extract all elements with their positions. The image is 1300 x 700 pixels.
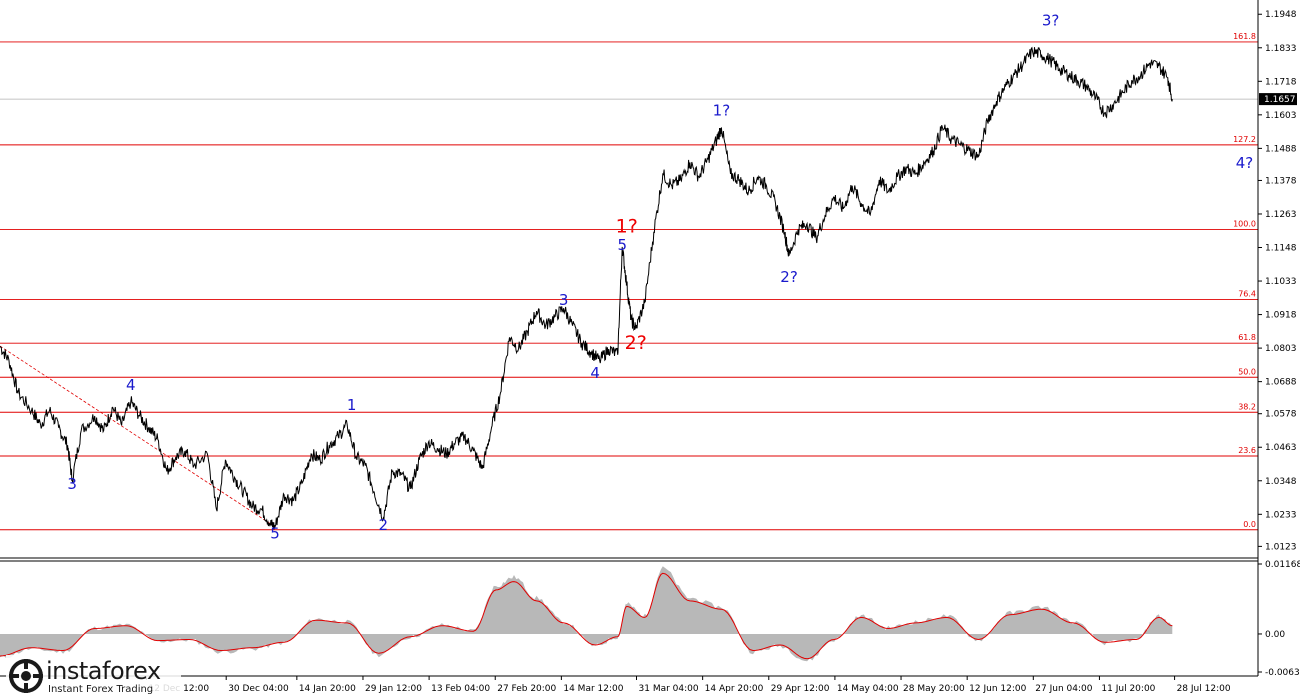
fib-level-label: 127.2 — [1233, 135, 1256, 144]
x-tick-label: 13 Feb 04:00 — [431, 684, 490, 694]
wave-label: 4 — [126, 376, 136, 394]
logo-tagline: Instant Forex Trading — [48, 684, 154, 695]
y-tick-label: 1.0803 — [1265, 344, 1297, 354]
x-tick-label: 28 Jul 12:00 — [1177, 684, 1231, 694]
fib-level-label: 50.0 — [1238, 367, 1256, 376]
oscillator-histogram — [0, 566, 1173, 662]
oscillator-axis: 0.01168 0.00 -0.00635 — [1258, 560, 1300, 678]
wave-label: 2? — [780, 268, 798, 286]
osc-tick-label: 0.00 — [1265, 630, 1285, 640]
y-tick-label: 1.0578 — [1265, 410, 1297, 420]
fib-level-label: 100.0 — [1233, 219, 1256, 228]
price-axis: 1.1948 1.1833 1.1718 1.1603 1.1488 1.1378 1.12… — [1258, 10, 1297, 552]
oscillator-pane — [0, 566, 1173, 662]
y-tick-label: 1.0348 — [1265, 477, 1297, 487]
x-tick-label: 14 Jan 20:00 — [299, 684, 356, 694]
x-tick-label: 30 Dec 04:00 — [228, 684, 289, 694]
oscillator-signal-line — [0, 572, 1173, 660]
x-tick-label: 27 Feb 20:00 — [497, 684, 556, 694]
wave-label: 1 — [347, 396, 357, 414]
wave-label: 2 — [378, 516, 388, 534]
wave-label: 3? — [1042, 11, 1060, 29]
wave-label: 3 — [559, 291, 569, 309]
fib-level-label: 61.8 — [1238, 333, 1256, 342]
y-tick-label: 1.1488 — [1265, 144, 1297, 154]
y-tick-label: 1.1033 — [1265, 277, 1297, 287]
wave-label: 3 — [67, 475, 77, 493]
wave-label: 4? — [1236, 154, 1254, 172]
y-tick-label: 1.0123 — [1265, 542, 1297, 552]
fib-level-label: 38.2 — [1238, 402, 1256, 411]
osc-tick-label: -0.00635 — [1265, 668, 1300, 678]
fib-level-label: 0.0 — [1243, 520, 1256, 529]
x-tick-label: 29 Apr 12:00 — [771, 684, 830, 694]
fib-level-label: 76.4 — [1238, 289, 1256, 298]
instaforex-logo: instaforex Instant Forex Trading — [6, 655, 181, 697]
wave-label: 4 — [590, 364, 600, 382]
price-line — [0, 46, 1173, 530]
price-pane — [0, 0, 1258, 558]
wave-label: 2? — [625, 332, 647, 354]
current-price-label: 1.1657 — [1264, 95, 1296, 105]
x-tick-label: 14 May 04:00 — [837, 684, 899, 694]
wave-label: 5 — [617, 236, 627, 254]
x-tick-label: 28 May 20:00 — [903, 684, 965, 694]
logo-name: instaforex — [46, 657, 161, 685]
y-tick-label: 1.1148 — [1265, 244, 1297, 254]
y-tick-label: 1.0233 — [1265, 510, 1297, 520]
y-tick-label: 1.0688 — [1265, 378, 1297, 388]
y-tick-label: 1.1718 — [1265, 77, 1297, 87]
logo-icon — [9, 659, 43, 693]
x-tick-label: 27 Jun 04:00 — [1035, 684, 1092, 694]
y-tick-label: 1.1948 — [1265, 10, 1297, 20]
y-tick-label: 1.1603 — [1265, 111, 1297, 121]
osc-tick-label: 0.01168 — [1265, 560, 1300, 570]
y-tick-label: 1.1263 — [1265, 210, 1297, 220]
y-tick-label: 1.1833 — [1265, 44, 1297, 54]
wave-label: 5 — [270, 525, 280, 543]
wave-label: 1? — [616, 215, 638, 237]
current-price-box: 1.1657 — [1259, 93, 1297, 106]
y-tick-label: 1.0463 — [1265, 443, 1297, 453]
wave-label: 1? — [713, 102, 731, 120]
x-tick-label: 11 Jul 20:00 — [1101, 684, 1155, 694]
y-tick-label: 1.1378 — [1265, 176, 1297, 186]
x-tick-label: 31 Mar 04:00 — [639, 684, 699, 694]
x-tick-label: 29 Jan 12:00 — [365, 684, 422, 694]
x-tick-label: 14 Apr 20:00 — [705, 684, 764, 694]
x-tick-label: 12 Jun 12:00 — [969, 684, 1026, 694]
fib-level-label: 23.6 — [1238, 446, 1256, 455]
x-tick-label: 14 Mar 12:00 — [563, 684, 623, 694]
y-tick-label: 1.0918 — [1265, 311, 1297, 321]
fib-level-label: 161.8 — [1233, 32, 1256, 41]
